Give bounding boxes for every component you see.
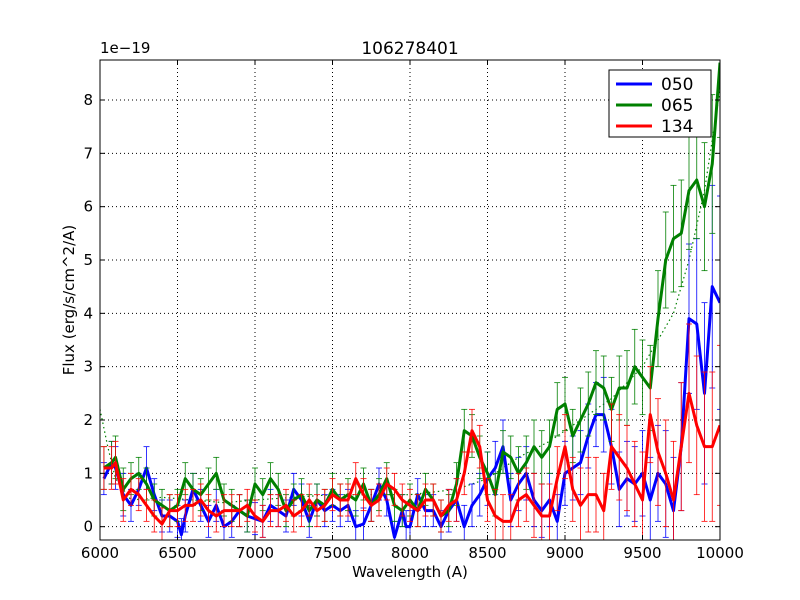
axis-ticks: 6000 6500 7000 7500 8000 8500 9000 9500 10000 0 1 2… <box>81 60 744 562</box>
x-tick-label: 8000 <box>391 544 429 562</box>
x-tick-label: 6500 <box>158 544 196 562</box>
series-134 <box>100 323 720 540</box>
x-tick-label: 7000 <box>236 544 274 562</box>
y-tick-label: 7 <box>83 144 93 162</box>
series-line-134 <box>103 391 720 526</box>
y-tick-label: 6 <box>83 198 93 216</box>
y-tick-label: 0 <box>83 518 93 536</box>
x-tick-label: 9000 <box>546 544 584 562</box>
y-tick-label: 2 <box>83 411 93 429</box>
x-tick-label: 7500 <box>313 544 351 562</box>
x-axis-label: Wavelength (A) <box>352 563 468 581</box>
legend-label-065: 065 <box>661 96 693 116</box>
y-tick-label: 4 <box>83 304 93 322</box>
legend-label-134: 134 <box>661 117 693 137</box>
y-tick-label: 5 <box>83 251 93 269</box>
y-axis-label: Flux (erg/s/cm^2/A) <box>60 225 78 376</box>
chart-title: 106278401 <box>361 39 458 59</box>
y-tick-label: 1 <box>83 464 93 482</box>
x-tick-label: 10000 <box>696 544 744 562</box>
y-tick-label: 8 <box>83 91 93 109</box>
y-scale-offset: 1e−19 <box>100 39 150 57</box>
y-tick-label: 3 <box>83 358 93 376</box>
legend-label-050: 050 <box>661 75 693 95</box>
series-layer <box>100 60 720 540</box>
x-tick-label: 6000 <box>81 544 119 562</box>
x-tick-label: 8500 <box>468 544 506 562</box>
x-tick-label: 9500 <box>623 544 661 562</box>
